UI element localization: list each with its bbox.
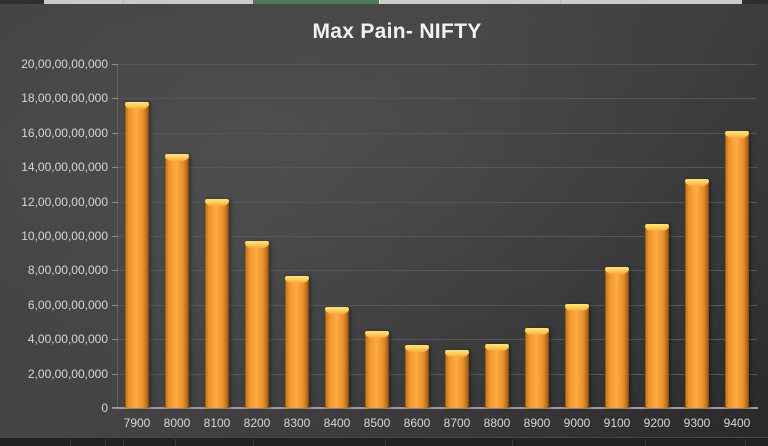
y-axis-tick xyxy=(112,236,118,237)
x-axis-label: 8900 xyxy=(523,416,551,430)
y-axis-label: 6,00,00,00,000 xyxy=(27,297,108,312)
bar-8800[interactable] xyxy=(485,344,509,408)
cell-border xyxy=(385,439,386,446)
cell-border xyxy=(745,439,746,446)
y-axis-label: 14,00,00,00,000 xyxy=(21,160,108,175)
bar-9000[interactable] xyxy=(565,303,589,408)
x-axis-labels: 7900 8000 8100 8200 8300 8400 8500 8600 8700 8800… xyxy=(117,416,757,432)
bar-8900[interactable] xyxy=(525,328,549,408)
y-axis-label: 20,00,00,00,000 xyxy=(21,57,108,71)
cell-border xyxy=(253,439,254,446)
cell-border xyxy=(645,439,646,446)
y-axis-tick xyxy=(112,132,118,134)
bar-9400[interactable] xyxy=(725,131,749,408)
gridline xyxy=(117,339,757,341)
x-axis-label: 8000 xyxy=(163,416,191,430)
y-axis-tick xyxy=(112,270,118,272)
y-axis-label: 10,00,00,00,000 xyxy=(21,229,108,243)
y-axis-tick xyxy=(112,201,118,203)
bar-8400[interactable] xyxy=(325,306,349,408)
y-axis-tick xyxy=(112,339,118,341)
cell-border xyxy=(512,439,513,446)
y-axis-tick xyxy=(112,167,118,169)
bar-8100[interactable] xyxy=(205,199,229,408)
x-axis-label: 9400 xyxy=(723,416,751,430)
x-axis-label: 9200 xyxy=(643,416,671,430)
y-axis-labels: 0 2,00,00,00,000 4,00,00,00,000 6,00,00,00,… xyxy=(0,57,108,415)
x-axis-label: 8300 xyxy=(283,416,311,430)
bar-8500[interactable] xyxy=(365,330,389,408)
gridline xyxy=(117,236,757,237)
cell-border xyxy=(560,0,561,4)
x-axis-label: 8100 xyxy=(203,416,231,430)
x-axis-label: 8700 xyxy=(443,416,471,430)
y-axis-tick xyxy=(112,304,118,306)
plot-area xyxy=(112,64,758,409)
bar-8200[interactable] xyxy=(245,241,269,408)
x-axis-label: 7900 xyxy=(123,416,151,430)
top-strip-dark-segment-left xyxy=(0,0,44,4)
y-axis-tick xyxy=(112,98,118,100)
excel-selection-highlight xyxy=(253,0,380,4)
x-axis-label: 8400 xyxy=(323,416,351,430)
y-axis-label: 18,00,00,00,000 xyxy=(21,91,108,106)
y-axis-label: 4,00,00,00,000 xyxy=(27,332,108,347)
x-axis-label: 9000 xyxy=(563,416,591,430)
gridline xyxy=(117,304,757,306)
spreadsheet-row-bottom xyxy=(0,437,768,446)
y-axis-tick xyxy=(112,373,118,375)
y-axis-label: 12,00,00,00,000 xyxy=(21,194,108,209)
y-axis-label: 16,00,00,00,000 xyxy=(21,125,108,140)
y-axis-label: 0 xyxy=(101,401,108,415)
gridline xyxy=(117,64,757,65)
gridline xyxy=(117,201,757,203)
cell-border xyxy=(105,439,106,446)
bar-8300[interactable] xyxy=(285,275,309,408)
gridline xyxy=(117,167,757,169)
x-axis-label: 8600 xyxy=(403,416,431,430)
gridline xyxy=(117,98,757,100)
bar-9200[interactable] xyxy=(645,223,669,408)
chart-canvas[interactable]: Max Pain- NIFTY 0 2,00,00,00,000 4,00,00,0… xyxy=(0,4,768,437)
x-axis-label: 8800 xyxy=(483,416,511,430)
bar-9100[interactable] xyxy=(605,266,629,408)
cell-border xyxy=(123,439,124,446)
chart-title[interactable]: Max Pain- NIFTY xyxy=(312,20,482,43)
cell-border xyxy=(70,439,71,446)
bar-8700[interactable] xyxy=(445,350,469,408)
spreadsheet-row-top xyxy=(0,0,768,4)
y-axis-tick xyxy=(112,64,118,65)
bar-8000[interactable] xyxy=(165,154,189,408)
x-axis-label: 9100 xyxy=(603,416,631,430)
x-axis-label: 8500 xyxy=(363,416,391,430)
y-axis-label: 8,00,00,00,000 xyxy=(27,263,108,278)
x-axis-line xyxy=(112,407,758,409)
x-axis-label: 9300 xyxy=(683,416,711,430)
y-axis-tick xyxy=(112,408,118,409)
top-strip-dark-segment-right xyxy=(742,0,768,4)
bar-8600[interactable] xyxy=(405,345,429,408)
gridline xyxy=(117,373,757,375)
y-axis-label: 2,00,00,00,000 xyxy=(27,366,108,381)
bar-9300[interactable] xyxy=(685,179,709,408)
cell-border xyxy=(175,439,176,446)
gridline xyxy=(117,132,757,134)
gridline xyxy=(117,270,757,272)
x-axis-label: 8200 xyxy=(243,416,271,430)
bar-7900[interactable] xyxy=(125,101,149,408)
cell-border xyxy=(123,0,124,4)
